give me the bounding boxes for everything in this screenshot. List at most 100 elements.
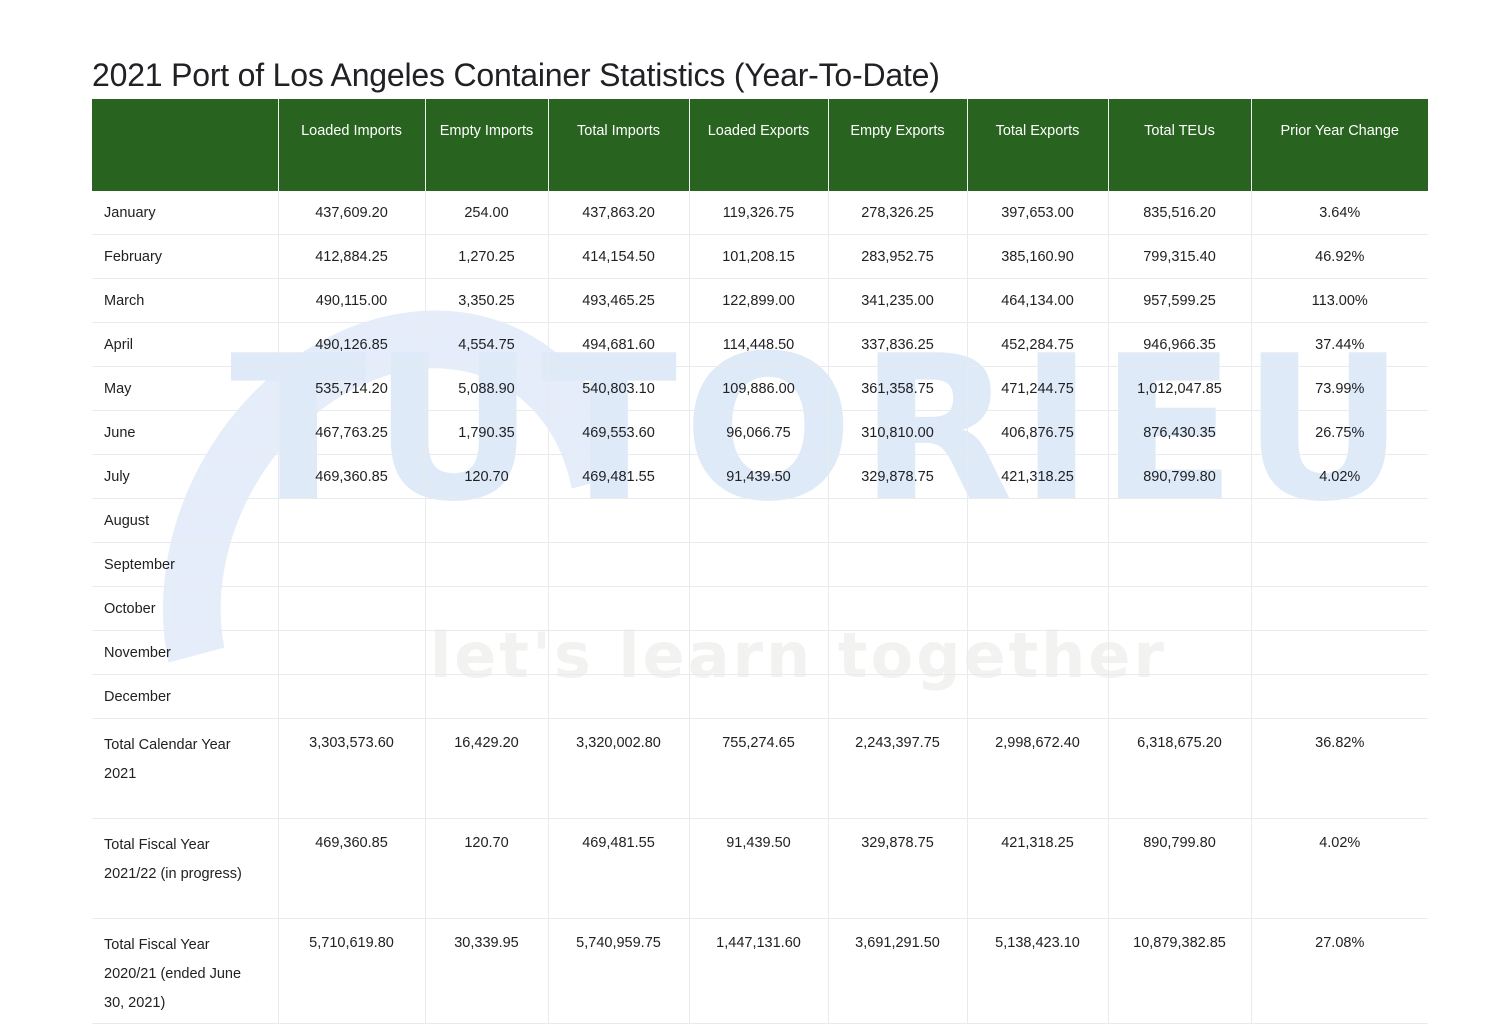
table-cell: 119,326.75	[689, 191, 829, 235]
table-cell: 494,681.60	[548, 322, 690, 367]
row-label: October	[92, 586, 279, 631]
table-cell: 329,878.75	[828, 818, 968, 919]
table-cell: 490,115.00	[278, 278, 426, 323]
table-cell: 876,430.35	[1108, 410, 1252, 455]
table-cell: 946,966.35	[1108, 322, 1252, 367]
table-cell	[967, 630, 1109, 675]
row-label: Total Fiscal Year 2020/21 (ended June 30…	[92, 918, 279, 1024]
row-label: August	[92, 498, 279, 543]
table-cell: 421,318.25	[967, 454, 1109, 499]
table-cell	[425, 498, 549, 543]
table-row: October	[92, 586, 1428, 631]
table-cell: 437,863.20	[548, 191, 690, 235]
table-body: January 437,609.20 254.00 437,863.20 119,326…	[92, 191, 1428, 1024]
table-cell: 2,243,397.75	[828, 718, 968, 819]
table-cell: 3.64%	[1251, 191, 1428, 235]
table-cell: 3,691,291.50	[828, 918, 968, 1024]
column-header-total-exports: Total Exports	[967, 99, 1109, 191]
table-cell: 5,138,423.10	[967, 918, 1109, 1024]
table-cell: 2,998,672.40	[967, 718, 1109, 819]
table-cell: 4,554.75	[425, 322, 549, 367]
table-row: September	[92, 542, 1428, 587]
table-row: April 490,126.85 4,554.75 494,681.60 114,448…	[92, 322, 1428, 367]
table-cell: 1,012,047.85	[1108, 366, 1252, 411]
table-cell	[1251, 498, 1428, 543]
table-cell: 755,274.65	[689, 718, 829, 819]
table-row: December	[92, 674, 1428, 719]
table-cell: 73.99%	[1251, 366, 1428, 411]
table-cell	[689, 630, 829, 675]
table-cell	[1108, 542, 1252, 587]
table-cell: 493,465.25	[548, 278, 690, 323]
row-label: Total Calendar Year 2021	[92, 718, 279, 819]
table-cell: 469,553.60	[548, 410, 690, 455]
table-cell: 254.00	[425, 191, 549, 235]
table-cell	[1108, 498, 1252, 543]
table-cell: 452,284.75	[967, 322, 1109, 367]
table-cell: 113.00%	[1251, 278, 1428, 323]
table-cell	[278, 630, 426, 675]
table-cell: 799,315.40	[1108, 234, 1252, 279]
table-cell: 122,899.00	[689, 278, 829, 323]
table-cell	[1251, 542, 1428, 587]
row-label: November	[92, 630, 279, 675]
container-statistics-table: Loaded Imports Empty Imports Total Impor…	[92, 99, 1428, 1024]
row-label: June	[92, 410, 279, 455]
column-header-total-teus: Total TEUs	[1108, 99, 1252, 191]
row-label: September	[92, 542, 279, 587]
table-cell: 3,303,573.60	[278, 718, 426, 819]
table-cell	[1251, 630, 1428, 675]
table-cell: 109,886.00	[689, 366, 829, 411]
column-header-empty-imports: Empty Imports	[425, 99, 549, 191]
row-label: May	[92, 366, 279, 411]
table-cell: 10,879,382.85	[1108, 918, 1252, 1024]
table-cell: 36.82%	[1251, 718, 1428, 819]
table-cell: 46.92%	[1251, 234, 1428, 279]
table-cell: 3,320,002.80	[548, 718, 690, 819]
table-cell	[548, 498, 690, 543]
table-cell: 6,318,675.20	[1108, 718, 1252, 819]
table-cell: 37.44%	[1251, 322, 1428, 367]
table-cell: 27.08%	[1251, 918, 1428, 1024]
table-cell	[689, 586, 829, 631]
row-label: Total Fiscal Year 2021/22 (in progress)	[92, 818, 279, 919]
table-cell: 4.02%	[1251, 818, 1428, 919]
table-row: Total Fiscal Year 2020/21 (ended June 30…	[92, 918, 1428, 1024]
table-row: Total Calendar Year 2021 3,303,573.60 16,4…	[92, 718, 1428, 819]
table-cell: 414,154.50	[548, 234, 690, 279]
table-cell	[967, 674, 1109, 719]
table-cell	[689, 542, 829, 587]
table-cell: 96,066.75	[689, 410, 829, 455]
table-cell	[967, 586, 1109, 631]
table-cell: 890,799.80	[1108, 818, 1252, 919]
table-cell: 341,235.00	[828, 278, 968, 323]
row-label: February	[92, 234, 279, 279]
column-header-loaded-imports: Loaded Imports	[278, 99, 426, 191]
table-cell: 4.02%	[1251, 454, 1428, 499]
page-title: 2021 Port of Los Angeles Container Stati…	[92, 57, 940, 94]
table-cell: 114,448.50	[689, 322, 829, 367]
table-cell: 1,270.25	[425, 234, 549, 279]
table-row: May 535,714.20 5,088.90 540,803.10 109,886.0…	[92, 366, 1428, 411]
table-cell: 469,360.85	[278, 454, 426, 499]
table-cell	[278, 542, 426, 587]
row-label: July	[92, 454, 279, 499]
table-cell	[425, 674, 549, 719]
table-cell: 120.70	[425, 454, 549, 499]
table-cell: 890,799.80	[1108, 454, 1252, 499]
table-cell	[1108, 630, 1252, 675]
table-cell	[425, 630, 549, 675]
table-cell: 957,599.25	[1108, 278, 1252, 323]
row-label: April	[92, 322, 279, 367]
table-cell: 26.75%	[1251, 410, 1428, 455]
table-cell: 437,609.20	[278, 191, 426, 235]
table-row: November	[92, 630, 1428, 675]
table-cell	[548, 542, 690, 587]
table-cell: 120.70	[425, 818, 549, 919]
statistics-table-container: Loaded Imports Empty Imports Total Impor…	[92, 99, 1428, 1024]
table-cell	[425, 586, 549, 631]
table-cell: 361,358.75	[828, 366, 968, 411]
table-cell: 329,878.75	[828, 454, 968, 499]
table-cell	[828, 542, 968, 587]
table-row: Total Fiscal Year 2021/22 (in progress) 4…	[92, 818, 1428, 919]
